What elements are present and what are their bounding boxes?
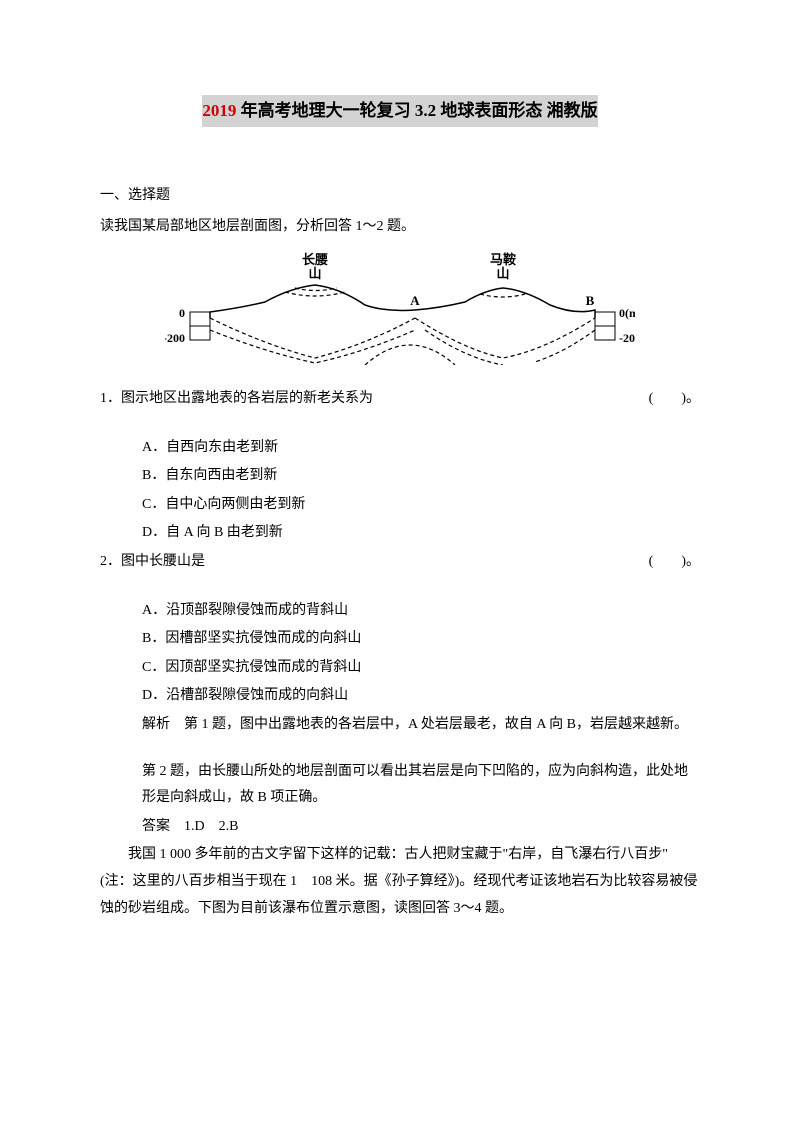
geology-diagram-container: 长腰 山 马鞍 山 0 -200 0(m) -200 A B xyxy=(100,250,700,376)
q2-option-b: B．因槽部坚实抗侵蚀而成的向斜山 xyxy=(100,626,700,653)
q2-option-c: C．因顶部坚实抗侵蚀而成的背斜山 xyxy=(100,655,700,682)
strata-right-1 xyxy=(415,318,595,358)
point-b: B xyxy=(586,293,595,308)
spacer xyxy=(100,580,700,598)
answer-line: 答案 1.D 2.B xyxy=(100,814,700,841)
scale-neg200-right: -200 xyxy=(619,331,635,345)
strata-right-2 xyxy=(425,330,503,365)
surface-line xyxy=(210,285,595,318)
spacer xyxy=(100,741,700,759)
section-header: 一、选择题 xyxy=(100,183,700,210)
strata-2 xyxy=(210,330,415,363)
scale-neg200-left: -200 xyxy=(165,331,185,345)
label-changyaoshan-2: 山 xyxy=(308,266,321,281)
q1-text: 1．图示地区出露地表的各岩层的新老关系为 xyxy=(100,386,649,413)
q1-paren: ( )。 xyxy=(649,386,700,413)
label-changyaoshan: 长腰 xyxy=(302,252,328,267)
q1-option-d: D．自 A 向 B 由老到新 xyxy=(100,520,700,547)
scale-0-left: 0 xyxy=(179,306,185,320)
q1-option-a: A．自西向东由老到新 xyxy=(100,435,700,462)
q2-option-d: D．沿槽部裂隙侵蚀而成的向斜山 xyxy=(100,683,700,710)
intro-paragraph: 读我国某局部地区地层剖面图，分析回答 1～2 题。 xyxy=(100,214,700,241)
explanation-line1: 解析 第 1 题，图中出露地表的各岩层中，A 处岩层最老，故自 A 向 B，岩层… xyxy=(100,712,700,739)
q1-option-c: C．自中心向两侧由老到新 xyxy=(100,492,700,519)
label-maanshan-2: 山 xyxy=(496,266,509,281)
q2-paren: ( )。 xyxy=(649,549,700,576)
q2-line: 2．图中长腰山是 ( )。 xyxy=(100,549,700,576)
title-rest: 年高考地理大一轮复习 3.2 地球表面形态 湘教版 xyxy=(236,101,597,120)
strata-a-anticline xyxy=(365,345,455,365)
strata-peak2 xyxy=(480,294,525,297)
strata-peak1-a xyxy=(285,292,345,296)
explanation-line2: 第 2 题，由长腰山所处的地层剖面可以看出其岩层是向下凹陷的，应为向斜构造，此处… xyxy=(100,759,700,812)
title-year: 2019 xyxy=(202,101,236,120)
q2-text: 2．图中长腰山是 xyxy=(100,549,649,576)
scale-0-right: 0(m) xyxy=(619,306,635,320)
q1-line: 1．图示地区出露地表的各岩层的新老关系为 ( )。 xyxy=(100,386,700,413)
title-wrapper: 2019 年高考地理大一轮复习 3.2 地球表面形态 湘教版 xyxy=(100,95,700,155)
point-a: A xyxy=(410,293,420,308)
spacer xyxy=(100,417,700,435)
q1-option-b: B．自东向西由老到新 xyxy=(100,463,700,490)
page-title: 2019 年高考地理大一轮复习 3.2 地球表面形态 湘教版 xyxy=(202,95,597,127)
q2-option-a: A．沿顶部裂隙侵蚀而成的背斜山 xyxy=(100,598,700,625)
geology-cross-section-diagram: 长腰 山 马鞍 山 0 -200 0(m) -200 A B xyxy=(165,250,635,365)
intro2-paragraph: 我国 1 000 多年前的古文字留下这样的记载：古人把财宝藏于"右岸，自飞瀑右行… xyxy=(100,842,700,922)
label-maanshan: 马鞍 xyxy=(490,252,516,267)
